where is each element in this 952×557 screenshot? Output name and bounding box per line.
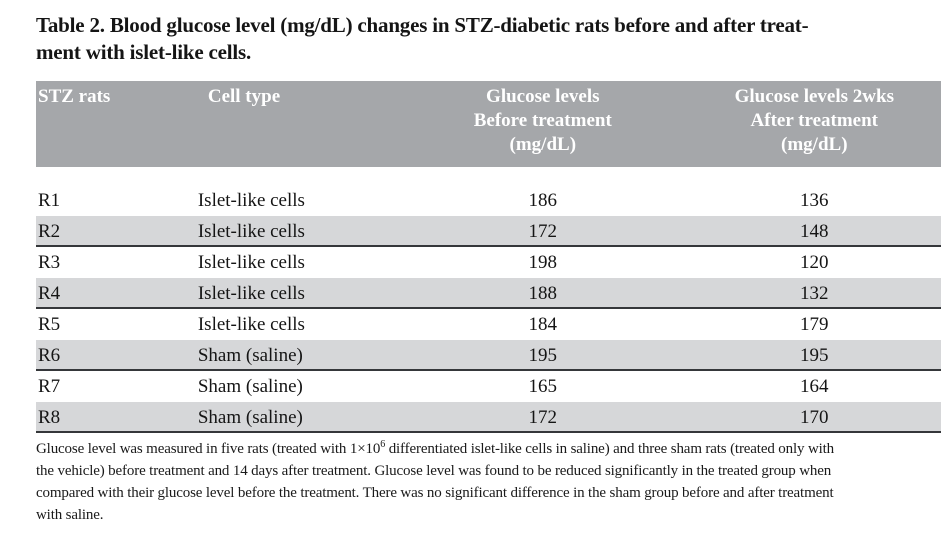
superscript: 6 — [380, 439, 386, 450]
table-row: R4 Islet-like cells 188 132 — [36, 278, 941, 309]
cell-glucose-after: 148 — [800, 221, 829, 242]
header-line: STZ rats — [38, 86, 111, 107]
header-line: Cell type — [207, 86, 281, 107]
table-row: R6 Sham (saline) 195 195 — [36, 340, 941, 371]
cell-glucose-after: 195 — [800, 345, 829, 366]
footnote-text: Glucose level was measured in five rats … — [36, 441, 381, 457]
footnote-text: compared with their glucose level before… — [36, 485, 834, 501]
cell-glucose-before: 184 — [528, 314, 558, 335]
footnote-text: with saline. — [36, 507, 104, 523]
cell-cell-type: Islet-like cells — [197, 314, 305, 335]
table-row: R2 Islet-like cells 172 148 — [36, 216, 941, 247]
table-row: R7 Sham (saline) 165 164 — [36, 371, 941, 402]
cell-glucose-after: 132 — [800, 283, 829, 304]
cell-rat-id: R5 — [38, 314, 61, 335]
col-header-stz-rats: STZ rats — [36, 85, 190, 167]
cell-rat-id: R4 — [38, 283, 61, 304]
table-figure: Table 2. Blood glucose level (mg/dL) cha… — [36, 12, 941, 526]
cell-glucose-after: 164 — [800, 376, 829, 397]
cell-rat-id: R7 — [38, 376, 61, 397]
cell-cell-type: Sham (saline) — [197, 345, 303, 366]
cell-glucose-after: 179 — [800, 314, 829, 335]
table-row: R3 Islet-like cells 198 120 — [36, 247, 941, 278]
cell-cell-type: Islet-like cells — [197, 221, 305, 242]
cell-rat-id: R2 — [38, 221, 61, 242]
cell-rat-id: R3 — [38, 252, 61, 273]
table-header-row: STZ rats Cell type Glucose levels Before… — [36, 81, 941, 167]
footnote-line: with saline. — [36, 504, 941, 526]
caption-line-1: Table 2. Blood glucose level (mg/dL) cha… — [36, 13, 809, 37]
col-header-glucose-before: Glucose levels Before treatment (mg/dL) — [398, 85, 688, 167]
footnote-text: the vehicle) before treatment and 14 day… — [36, 463, 832, 479]
cell-glucose-before: 195 — [528, 345, 558, 366]
cell-glucose-before: 188 — [528, 283, 558, 304]
table-row: R1 Islet-like cells 186 136 — [36, 185, 941, 216]
cell-glucose-before: 165 — [528, 376, 558, 397]
cell-cell-type: Islet-like cells — [197, 190, 305, 211]
cell-cell-type: Sham (saline) — [197, 407, 303, 428]
footnote-line: compared with their glucose level before… — [36, 482, 941, 504]
cell-glucose-before: 186 — [528, 190, 558, 211]
cell-rat-id: R8 — [38, 407, 61, 428]
footnote-text: differentiated islet-like cells in salin… — [385, 441, 835, 457]
header-line: Glucose levels 2wks — [734, 86, 894, 107]
caption-line-2: ment with islet-like cells. — [36, 40, 252, 64]
col-header-cell-type: Cell type — [190, 85, 398, 167]
table-footnote: Glucose level was measured in five rats … — [36, 438, 941, 526]
cell-cell-type: Islet-like cells — [197, 252, 305, 273]
header-line: Glucose levels — [486, 86, 600, 107]
table-body: R1 Islet-like cells 186 136 R2 Islet-like cel… — [36, 185, 941, 433]
footnote-line: Glucose level was measured in five rats … — [36, 438, 941, 460]
cell-cell-type: Sham (saline) — [197, 376, 303, 397]
col-header-glucose-after: Glucose levels 2wks After treatment (mg/… — [688, 85, 941, 167]
table-row: R5 Islet-like cells 184 179 — [36, 309, 941, 340]
cell-glucose-after: 136 — [800, 190, 829, 211]
header-line: After treatment — [750, 110, 879, 131]
footnote-line: the vehicle) before treatment and 14 day… — [36, 460, 941, 482]
cell-cell-type: Islet-like cells — [197, 283, 305, 304]
cell-glucose-before: 198 — [528, 252, 558, 273]
table-caption: Table 2. Blood glucose level (mg/dL) cha… — [36, 12, 941, 66]
header-line: (mg/dL) — [509, 134, 577, 155]
header-line: Before treatment — [473, 110, 612, 131]
cell-rat-id: R1 — [38, 190, 61, 211]
header-line: (mg/dL) — [781, 134, 848, 155]
cell-glucose-before: 172 — [528, 221, 558, 242]
cell-rat-id: R6 — [38, 345, 61, 366]
cell-glucose-after: 170 — [800, 407, 829, 428]
table-row: R8 Sham (saline) 172 170 — [36, 402, 941, 433]
cell-glucose-before: 172 — [528, 407, 558, 428]
cell-glucose-after: 120 — [800, 252, 829, 273]
